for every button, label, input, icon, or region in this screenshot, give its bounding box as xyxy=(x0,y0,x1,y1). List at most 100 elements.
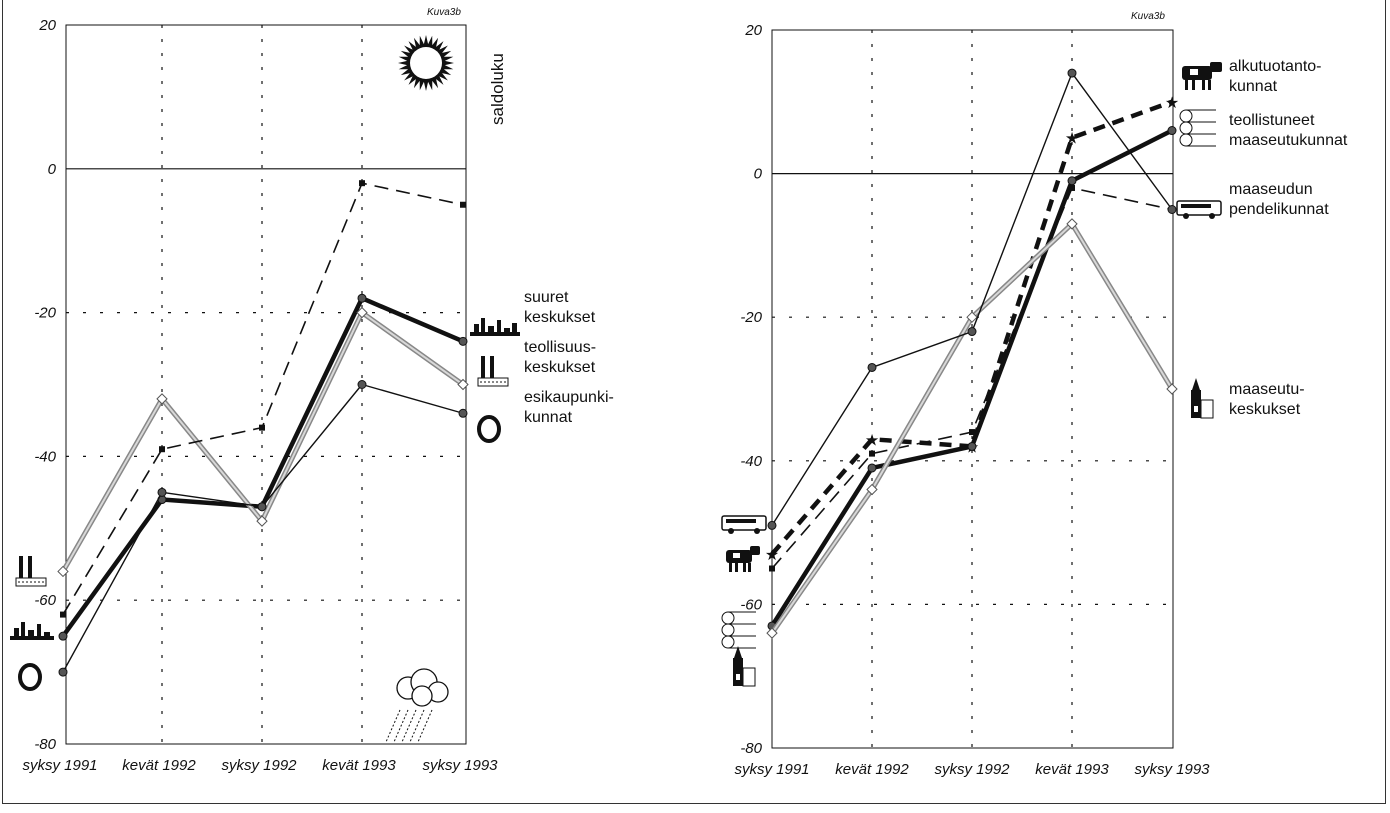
figure-tag-left: Kuva3b xyxy=(427,7,461,18)
church-icon xyxy=(733,646,756,687)
data-point xyxy=(57,565,69,578)
data-point: ★ xyxy=(1165,93,1179,112)
label-suuret-keskukset: suuret keskukset xyxy=(524,289,596,326)
data-point xyxy=(259,424,265,431)
series-line xyxy=(60,310,465,573)
data-point xyxy=(457,378,469,391)
x-tick-label: kevät 1993 xyxy=(1035,761,1109,778)
ring-icon xyxy=(18,663,42,691)
bus-icon xyxy=(721,515,767,534)
x-tick-label: syksy 1992 xyxy=(934,761,1010,778)
data-point xyxy=(156,393,168,405)
data-point xyxy=(1069,184,1075,191)
data-point xyxy=(256,515,268,527)
y-tick-label: 0 xyxy=(48,161,57,178)
x-tick-label: syksy 1993 xyxy=(422,757,498,774)
data-point xyxy=(458,336,468,346)
y-tick-label: -80 xyxy=(740,740,762,757)
y-tick-label: -60 xyxy=(740,596,762,613)
y-tick-label: -20 xyxy=(34,305,56,322)
data-point xyxy=(458,408,468,418)
data-point xyxy=(867,362,877,372)
logs-icon xyxy=(721,611,756,649)
label-teollistuneet-maaseutukunnat: teollistuneet maaseutukunnat xyxy=(1229,112,1348,149)
data-point xyxy=(356,306,368,319)
data-point xyxy=(359,180,365,187)
church-icon xyxy=(1191,378,1214,419)
plot-area-left xyxy=(65,24,467,745)
data-point xyxy=(1167,205,1177,214)
x-tick-label: syksy 1991 xyxy=(22,757,97,774)
data-point xyxy=(1066,218,1078,230)
data-point xyxy=(357,380,367,389)
cow-icon xyxy=(1182,62,1222,90)
data-point xyxy=(767,520,777,530)
data-point xyxy=(1166,383,1178,395)
label-esikaupunkikunnat: esikaupunki- kunnat xyxy=(524,389,618,426)
data-point xyxy=(969,429,975,436)
x-tick-label: syksy 1993 xyxy=(1134,761,1210,778)
label-maaseudun-pendelikunnat: maaseudun pendelikunnat xyxy=(1229,181,1329,218)
label-alkutuotantokunnat: alkutuotanto- kunnat xyxy=(1229,58,1326,95)
data-point: ★ xyxy=(1065,129,1079,148)
x-tick-label: syksy 1991 xyxy=(734,761,809,778)
y-tick-label: 20 xyxy=(744,22,762,39)
data-point xyxy=(967,441,977,451)
plot-area-right xyxy=(771,29,1174,749)
series-line xyxy=(771,187,1173,570)
label-maaseutukeskukset: maaseutu- keskukset xyxy=(1229,381,1309,418)
data-point xyxy=(867,463,877,473)
series-line xyxy=(769,221,1175,635)
label-teollisuuskeskukset: teollisuus- keskukset xyxy=(524,339,600,376)
data-point xyxy=(869,450,875,457)
city-skyline-icon xyxy=(470,318,520,336)
rain-cloud-icon xyxy=(385,668,449,743)
y-tick-label: -20 xyxy=(740,309,762,326)
series-line-inner xyxy=(62,311,464,572)
factory-icon xyxy=(15,556,47,587)
y-tick-label: -60 xyxy=(34,592,56,609)
series-line xyxy=(771,72,1173,526)
series-line xyxy=(770,128,1174,628)
data-point xyxy=(1167,126,1177,136)
bus-icon xyxy=(1176,200,1222,219)
sun-icon xyxy=(398,35,454,91)
data-point xyxy=(157,487,167,497)
data-point xyxy=(766,627,778,639)
y-tick-label: -40 xyxy=(740,453,762,470)
data-point xyxy=(60,611,66,618)
data-point xyxy=(1067,176,1077,186)
y-tick-label: -40 xyxy=(34,448,56,465)
x-tick-label: syksy 1992 xyxy=(221,757,297,774)
chart-left: 20 0 -20 -40 -60 -80 syksy 1991 kevät 1992 syks… xyxy=(10,7,618,774)
y-tick-label: 0 xyxy=(754,166,763,183)
data-point xyxy=(257,502,267,512)
data-point xyxy=(966,311,978,323)
x-tick-label: kevät 1993 xyxy=(322,757,396,774)
data-point xyxy=(159,446,165,453)
data-point: ★ xyxy=(865,430,879,449)
data-point xyxy=(58,631,68,641)
data-point xyxy=(769,565,775,572)
city-skyline-icon xyxy=(10,622,54,640)
factory-icon xyxy=(477,356,509,387)
y-tick-label: -80 xyxy=(34,736,56,753)
data-point xyxy=(58,667,68,677)
data-point xyxy=(357,293,367,303)
data-point xyxy=(1067,68,1077,78)
ring-icon xyxy=(477,415,501,443)
data-point: ★ xyxy=(765,545,779,564)
y-tick-label: 20 xyxy=(38,17,56,34)
data-point xyxy=(866,483,878,496)
cow-icon xyxy=(726,546,760,572)
figure-tag-right: Kuva3b xyxy=(1131,11,1165,22)
x-tick-label: kevät 1992 xyxy=(835,761,909,778)
data-point xyxy=(967,327,977,337)
y-axis-label: saldoluku xyxy=(488,53,507,125)
series-line xyxy=(770,99,1173,556)
x-tick-label: kevät 1992 xyxy=(122,757,196,774)
logs-icon xyxy=(1179,109,1216,147)
